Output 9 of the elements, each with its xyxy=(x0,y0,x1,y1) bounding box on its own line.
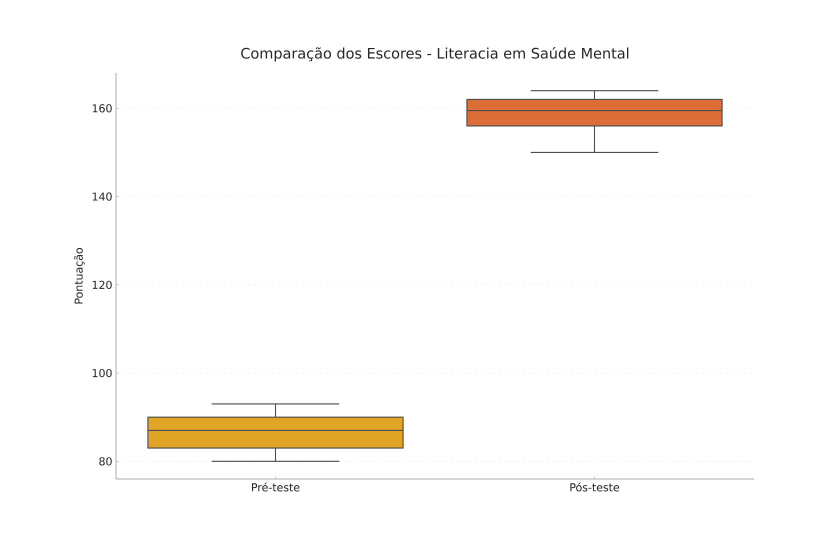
y-axis-title: Pontuação xyxy=(74,248,85,304)
y-tick-label: 80 xyxy=(99,457,112,466)
chart-title: Comparação dos Escores - Literacia em Saúde Mental xyxy=(241,46,628,62)
y-tick-label: 140 xyxy=(92,192,112,201)
y-tick-label: 100 xyxy=(92,368,112,378)
x-tick-label: Pós-teste xyxy=(570,482,620,492)
x-tick-label: Pré-teste xyxy=(252,482,300,492)
y-tick-label: 120 xyxy=(92,280,112,289)
y-tick-label: 160 xyxy=(92,104,112,112)
